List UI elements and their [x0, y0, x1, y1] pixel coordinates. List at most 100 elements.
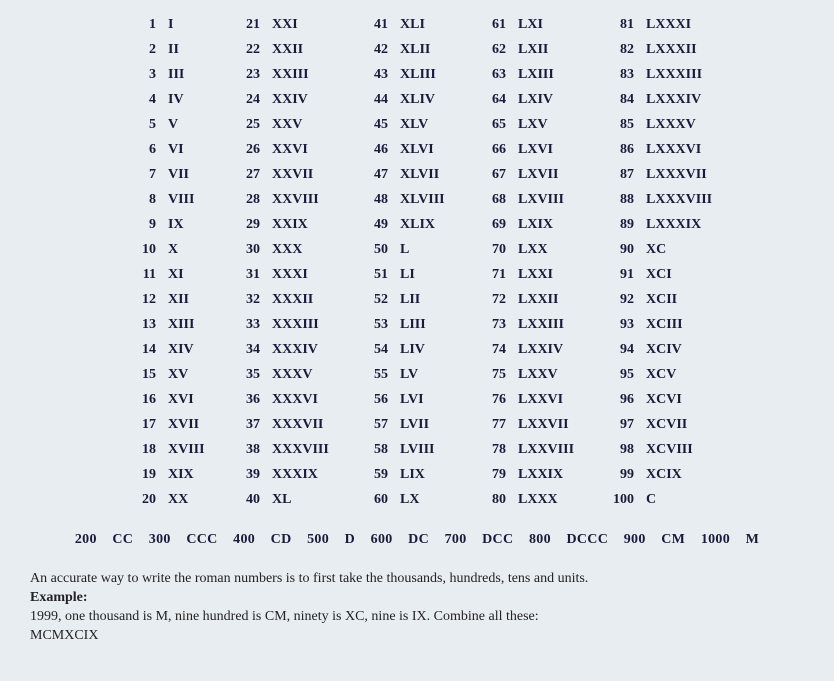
roman-numeral: XLIV	[400, 87, 472, 112]
roman-numeral: XCIV	[646, 337, 746, 362]
arabic-number: 2	[130, 37, 156, 62]
roman-numeral: XCII	[646, 287, 746, 312]
arabic-number: 9	[130, 212, 156, 237]
table-row: 12XII	[130, 287, 226, 312]
arabic-number: 35	[234, 362, 260, 387]
roman-numeral: XVII	[168, 412, 226, 437]
roman-numeral: LXXIX	[518, 462, 600, 487]
roman-numeral: XCVII	[646, 412, 746, 437]
roman-numeral: VII	[168, 162, 226, 187]
roman-numeral: LIV	[400, 337, 472, 362]
arabic-number: 59	[362, 462, 388, 487]
arabic-number: 48	[362, 187, 388, 212]
arabic-number: 79	[480, 462, 506, 487]
roman-numeral: XVI	[168, 387, 226, 412]
arabic-number: 23	[234, 62, 260, 87]
arabic-number: 33	[234, 312, 260, 337]
roman-numeral: CCC	[186, 532, 217, 547]
table-row: 63LXIII	[480, 62, 600, 87]
roman-numeral: LXXX	[518, 487, 600, 512]
roman-numeral: XLV	[400, 112, 472, 137]
arabic-number: 87	[608, 162, 634, 187]
roman-numeral: C	[646, 487, 746, 512]
table-row: 10X	[130, 237, 226, 262]
arabic-number: 32	[234, 287, 260, 312]
roman-numeral-table: 1I2II3III4IV5V6VI7VII8VIII9IX10X11XI12XI…	[130, 12, 804, 512]
hundreds-row: 200 CC 300 CCC 400 CD 500 D 600 DC 700 D…	[30, 532, 804, 548]
roman-numeral: LVII	[400, 412, 472, 437]
roman-numeral: LXXXVI	[646, 137, 746, 162]
roman-numeral: LXVIII	[518, 187, 600, 212]
arabic-number: 64	[480, 87, 506, 112]
roman-numeral: IX	[168, 212, 226, 237]
arabic-number: 29	[234, 212, 260, 237]
roman-numeral: LXXIV	[518, 337, 600, 362]
arabic-number: 69	[480, 212, 506, 237]
arabic-number: 31	[234, 262, 260, 287]
roman-numeral: VIII	[168, 187, 226, 212]
roman-numeral: LVI	[400, 387, 472, 412]
roman-numeral: LXIII	[518, 62, 600, 87]
table-row: 85LXXXV	[608, 112, 746, 137]
arabic-number: 94	[608, 337, 634, 362]
arabic-number: 1	[130, 12, 156, 37]
table-row: 36XXXVI	[234, 387, 354, 412]
table-row: 72LXXII	[480, 287, 600, 312]
roman-numeral: XLVII	[400, 162, 472, 187]
arabic-number: 61	[480, 12, 506, 37]
arabic-number: 900	[624, 532, 646, 547]
table-row: 89LXXXIX	[608, 212, 746, 237]
roman-numeral: LV	[400, 362, 472, 387]
arabic-number: 4	[130, 87, 156, 112]
roman-numeral: LX	[400, 487, 472, 512]
arabic-number: 100	[608, 487, 634, 512]
arabic-number: 34	[234, 337, 260, 362]
roman-numeral: CD	[271, 532, 292, 547]
roman-numeral: LXVI	[518, 137, 600, 162]
roman-numeral: LXXVI	[518, 387, 600, 412]
table-row: 86LXXXVI	[608, 137, 746, 162]
roman-numeral: XI	[168, 262, 226, 287]
roman-numeral: XCVIII	[646, 437, 746, 462]
arabic-number: 25	[234, 112, 260, 137]
arabic-number: 36	[234, 387, 260, 412]
table-row: 33XXXIII	[234, 312, 354, 337]
roman-numeral: LVIII	[400, 437, 472, 462]
table-row: 45XLV	[362, 112, 472, 137]
table-row: 68LXVIII	[480, 187, 600, 212]
table-row: 17XVII	[130, 412, 226, 437]
roman-numeral: XIII	[168, 312, 226, 337]
arabic-number: 41	[362, 12, 388, 37]
arabic-number: 46	[362, 137, 388, 162]
table-row: 74LXXIV	[480, 337, 600, 362]
table-row: 16XVI	[130, 387, 226, 412]
arabic-number: 57	[362, 412, 388, 437]
arabic-number: 44	[362, 87, 388, 112]
roman-numeral: M	[746, 532, 760, 547]
table-row: 93XCIII	[608, 312, 746, 337]
arabic-number: 83	[608, 62, 634, 87]
table-row: 23XXIII	[234, 62, 354, 87]
table-row: 9 IX	[130, 212, 226, 237]
roman-numeral: DCC	[482, 532, 513, 547]
arabic-number: 62	[480, 37, 506, 62]
table-row: 32XXXII	[234, 287, 354, 312]
roman-numeral: LXXIII	[518, 312, 600, 337]
table-row: 83LXXXIII	[608, 62, 746, 87]
table-row: 57 LVII	[362, 412, 472, 437]
roman-numeral: XXXVII	[272, 412, 354, 437]
roman-numeral: XXXI	[272, 262, 354, 287]
table-row: 24XXIV	[234, 87, 354, 112]
arabic-number: 54	[362, 337, 388, 362]
table-row: 51LI	[362, 262, 472, 287]
table-row: 47XLVII	[362, 162, 472, 187]
table-row: 44 XLIV	[362, 87, 472, 112]
roman-numeral: XX	[168, 487, 226, 512]
table-row: 39XXXIX	[234, 462, 354, 487]
roman-numeral: LXV	[518, 112, 600, 137]
arabic-number: 80	[480, 487, 506, 512]
roman-numeral: XIX	[168, 462, 226, 487]
table-row: 62LXII	[480, 37, 600, 62]
roman-numeral: CC	[112, 532, 133, 547]
table-row: 94 XCIV	[608, 337, 746, 362]
